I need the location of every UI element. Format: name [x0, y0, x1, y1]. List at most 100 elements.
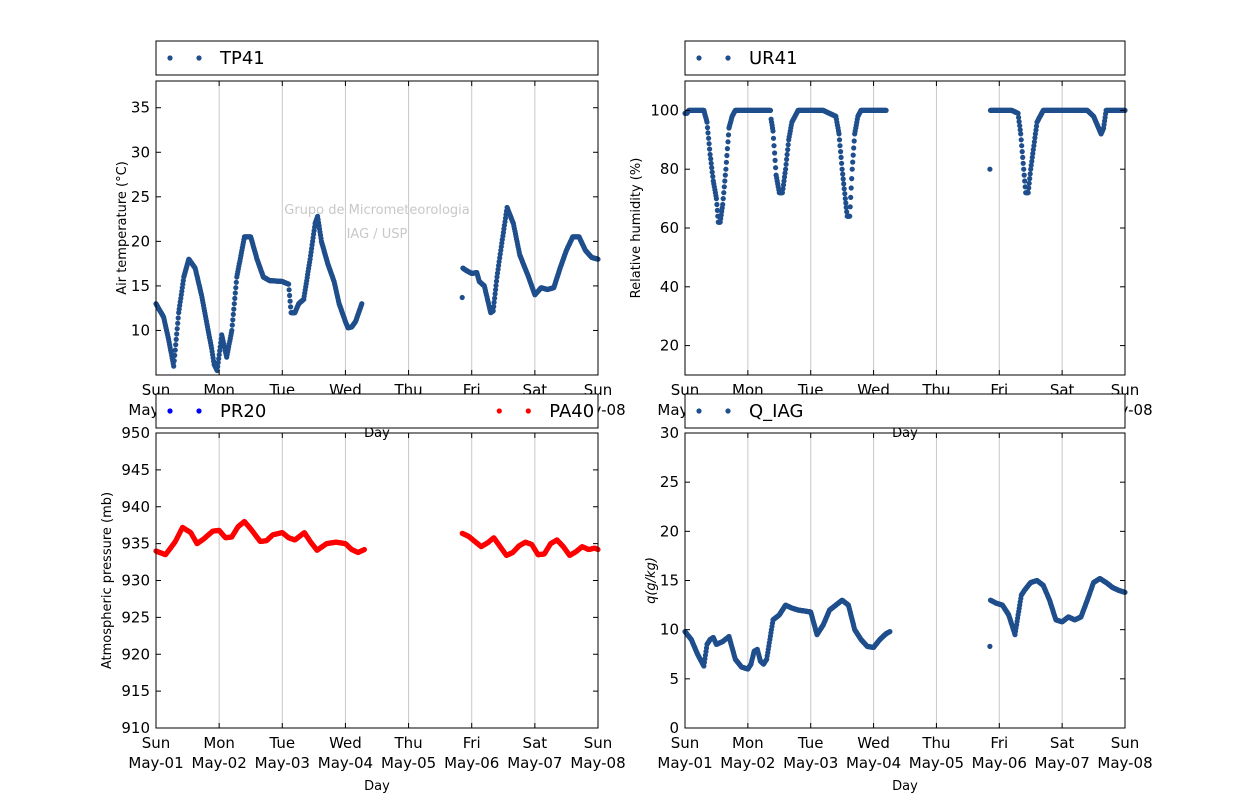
data-point: [1029, 154, 1035, 160]
data-point: [707, 146, 713, 152]
x-tick-label-date: May-07: [1035, 754, 1090, 772]
data-point: [286, 287, 292, 293]
data-point: [849, 166, 855, 172]
data-point: [232, 295, 238, 301]
x-tick-label-date: May-06: [444, 754, 499, 772]
data-point: [767, 107, 774, 113]
data-point: [782, 170, 788, 176]
data-point: [459, 294, 465, 301]
data-point: [359, 301, 365, 307]
data-point: [230, 317, 236, 323]
data-point: [772, 157, 778, 163]
x-tick-label-date: May-03: [255, 754, 310, 772]
legend-marker: [167, 408, 173, 414]
x-axis-label: Day: [892, 779, 918, 794]
x-tick-label-day: Wed: [857, 734, 890, 752]
x-tick-label-day: Sun: [584, 734, 613, 752]
legend-marker: [496, 408, 502, 414]
data-point: [175, 315, 181, 321]
data-point: [1030, 150, 1036, 157]
data-point: [493, 282, 499, 289]
x-tick-label-date: May-03: [783, 754, 838, 772]
data-point: [231, 306, 237, 312]
data-point: [836, 137, 843, 143]
series-Q_IAG: [682, 575, 1128, 672]
data-point: [1019, 149, 1025, 155]
x-tick-label-date: May-05: [381, 754, 436, 772]
data-point: [838, 149, 844, 155]
data-point: [708, 156, 714, 162]
y-axis-label: Atmospheric pressure (mb): [100, 492, 115, 669]
y-tick-label: 100: [650, 101, 679, 119]
data-point: [173, 336, 179, 342]
y-tick-label: 940: [121, 498, 150, 516]
data-point: [848, 185, 854, 191]
x-tick-label-date: May-04: [318, 754, 373, 772]
x-tick-label-date: May-02: [720, 754, 775, 772]
plot-frame: [155, 80, 599, 376]
data-point: [723, 166, 729, 172]
data-point: [714, 201, 720, 208]
data-point: [773, 165, 779, 171]
y-tick-label: 40: [660, 278, 679, 296]
legend-marker: [725, 55, 731, 61]
x-tick-label-date: May-05: [909, 754, 964, 772]
x-tick-label-day: Mon: [203, 734, 235, 752]
data-point: [491, 299, 497, 305]
data-point: [724, 152, 730, 159]
data-point: [772, 150, 778, 156]
data-point: [848, 194, 854, 200]
y-axis-label: q(g/kg): [644, 557, 659, 604]
data-point: [172, 347, 178, 353]
data-point: [217, 348, 223, 354]
x-tick-label-day: Sat: [1050, 734, 1075, 752]
y-tick-label: 30: [660, 424, 679, 442]
data-point: [229, 322, 235, 328]
y-tick-label: 25: [131, 188, 150, 206]
data-point: [883, 107, 889, 113]
data-point: [174, 331, 180, 337]
data-point: [1030, 147, 1036, 153]
data-point: [1026, 185, 1032, 191]
data-point: [1032, 135, 1038, 141]
plot-frame: [684, 432, 1126, 729]
data-point: [887, 629, 893, 635]
x-tick-label-day: Fri: [990, 734, 1008, 752]
data-point: [493, 287, 499, 293]
data-point: [770, 128, 776, 134]
data-point: [851, 138, 857, 144]
y-axis-label: Relative humidity (%): [629, 158, 644, 299]
data-point: [1028, 166, 1034, 172]
data-point: [720, 201, 726, 208]
data-point: [841, 186, 847, 192]
data-point: [1028, 162, 1034, 168]
data-point: [780, 186, 786, 192]
data-point: [706, 141, 712, 147]
x-tick-label-date: May-01: [657, 754, 712, 772]
data-point: [850, 159, 856, 165]
data-point: [1032, 131, 1038, 137]
legend-label: TP41: [219, 48, 265, 69]
data-point: [1027, 171, 1033, 177]
data-point: [171, 363, 177, 369]
data-point: [1016, 119, 1022, 125]
data-point: [841, 181, 847, 187]
y-axis-label: Air temperature (°C): [115, 161, 130, 295]
y-tick-label: 950: [121, 424, 150, 442]
y-tick-label: 20: [660, 337, 679, 355]
data-point: [725, 132, 732, 138]
data-point: [779, 190, 786, 196]
data-point: [1022, 178, 1028, 184]
data-point: [785, 147, 791, 153]
data-point: [493, 278, 500, 284]
x-tick-label-date: May-01: [128, 754, 183, 772]
data-point: [215, 364, 221, 370]
legend-marker: [696, 408, 702, 414]
data-point: [492, 295, 498, 301]
data-point: [491, 304, 497, 310]
data-point: [849, 176, 855, 182]
data-point: [1031, 139, 1037, 145]
series-UR41: [682, 107, 1128, 225]
data-point: [173, 342, 179, 348]
